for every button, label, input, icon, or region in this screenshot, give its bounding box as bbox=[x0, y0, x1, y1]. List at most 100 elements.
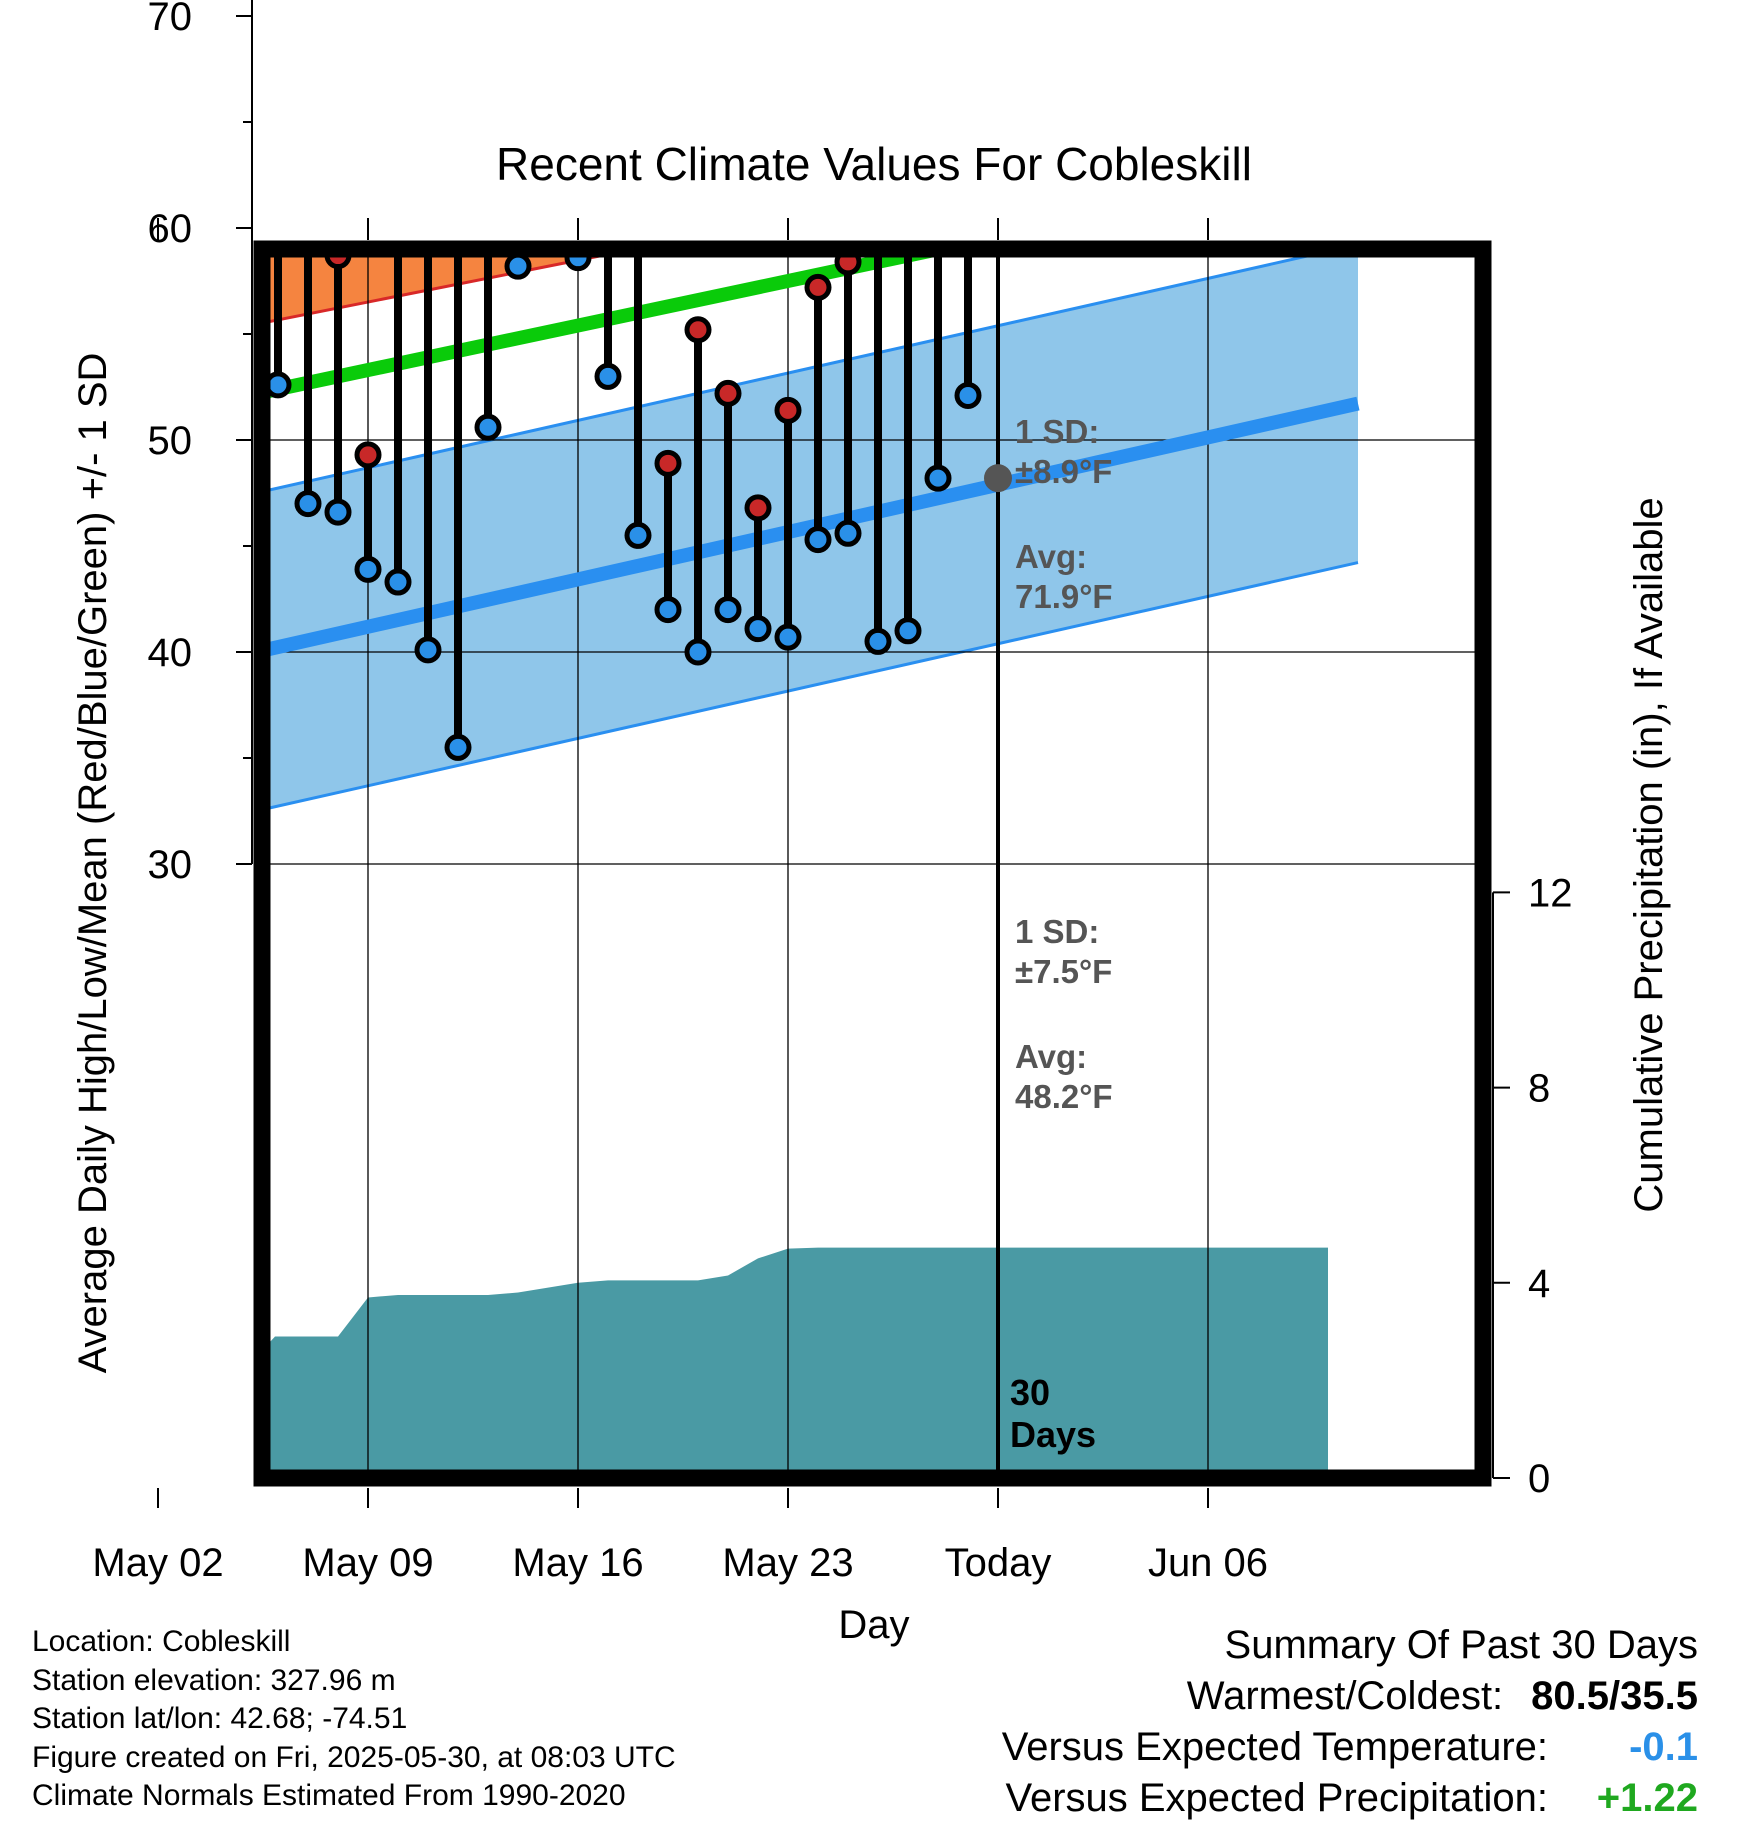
daily-low-point bbox=[294, 490, 322, 518]
summary-title: Summary Of Past 30 Days bbox=[1224, 1623, 1698, 1667]
daily-low-point bbox=[324, 498, 352, 526]
y-tick-label-60: 60 bbox=[148, 207, 193, 251]
daily-high-point bbox=[177, 107, 199, 129]
chart-title: Recent Climate Values For Cobleskill bbox=[496, 138, 1252, 190]
plot-frame bbox=[253, 240, 1492, 1487]
high-sd-label: 1 SD: bbox=[1015, 413, 1099, 450]
high-avg-value: 71.9°F bbox=[1015, 578, 1113, 615]
daily-low-point bbox=[864, 627, 892, 655]
daily-high-point bbox=[507, 100, 529, 122]
precip-area bbox=[268, 1247, 1328, 1472]
daily-low-point bbox=[268, 371, 292, 399]
daily-low-point bbox=[414, 636, 442, 664]
daily-high-point bbox=[834, 255, 862, 276]
daily-low-point bbox=[564, 255, 592, 272]
daily-high-point bbox=[387, 126, 409, 148]
daily-high-point bbox=[297, 204, 319, 226]
daily-high-point bbox=[804, 273, 832, 301]
y-right-tick-label-4: 4 bbox=[1528, 1262, 1550, 1306]
normal-low-upper-edge bbox=[268, 255, 1319, 492]
normal-low-lower-edge bbox=[268, 561, 1359, 810]
low-sd-value: ±7.5°F bbox=[1015, 953, 1112, 990]
daily-low-point bbox=[624, 521, 652, 549]
x-tick-label-17: May 16 bbox=[512, 1541, 643, 1585]
normal-mean-line bbox=[268, 255, 945, 399]
temp-label: Versus Expected Temperature: bbox=[1001, 1725, 1548, 1769]
daily-low-point bbox=[594, 362, 622, 390]
daily-high-point bbox=[774, 396, 802, 424]
x-tick-label-38: Jun 06 bbox=[1148, 1541, 1268, 1585]
daily-high-point bbox=[87, 117, 109, 139]
daily-low-point bbox=[117, 688, 139, 710]
location-text: Location: Cobleskill bbox=[32, 1625, 291, 1658]
y-right-tick-label-8: 8 bbox=[1528, 1067, 1550, 1111]
high-sd-value: ±8.9°F bbox=[1015, 453, 1112, 490]
daily-high-point bbox=[267, 16, 289, 38]
daily-low-point bbox=[384, 568, 412, 596]
station-info: Location: Cobleskill Station elevation: … bbox=[32, 1623, 676, 1816]
temp-value: -0.1 bbox=[1629, 1725, 1698, 1769]
daily-low-point bbox=[954, 381, 982, 409]
daily-low-point bbox=[804, 526, 832, 554]
created-text: Figure created on Fri, 2025-05-30, at 08… bbox=[32, 1740, 676, 1774]
normal-high-band bbox=[268, 255, 605, 322]
precip-label: Versus Expected Precipitation: bbox=[1005, 1776, 1548, 1820]
today-days-word: Days bbox=[1010, 1414, 1096, 1455]
summary-warmest-row: Warmest/Coldest: 80.5/35.5 bbox=[1002, 1671, 1698, 1722]
x-tick-label-10: May 09 bbox=[302, 1541, 433, 1585]
warmest-value: 80.5/35.5 bbox=[1531, 1674, 1698, 1718]
high-avg-label: Avg: bbox=[1015, 538, 1087, 575]
daily-low-point bbox=[774, 623, 802, 651]
daily-high-point bbox=[654, 449, 682, 477]
normals-text: Climate Normals Estimated From 1990-2020 bbox=[32, 1779, 626, 1812]
daily-low-point bbox=[684, 638, 712, 666]
x-axis-label: Day bbox=[838, 1603, 909, 1647]
low-avg-label: Avg: bbox=[1015, 1038, 1087, 1075]
daily-low-point bbox=[744, 615, 772, 643]
y-axis-label: Average Daily High/Low/Mean (Red/Blue/Gr… bbox=[71, 353, 115, 1374]
y-tick-label-50: 50 bbox=[148, 419, 193, 463]
summary-panel: Summary Of Past 30 Days Warmest/Coldest:… bbox=[1002, 1620, 1698, 1824]
x-tick-label-31: Today bbox=[945, 1541, 1052, 1585]
low-sd-label: 1 SD: bbox=[1015, 913, 1099, 950]
latlon-text: Station lat/lon: 42.68; -74.51 bbox=[32, 1702, 408, 1735]
daily-high-point bbox=[867, 64, 889, 86]
y-right-tick-label-0: 0 bbox=[1528, 1457, 1550, 1501]
daily-high-point bbox=[744, 494, 772, 522]
y-tick-label-70: 70 bbox=[148, 0, 193, 39]
daily-low-point bbox=[354, 555, 382, 583]
daily-low-point bbox=[147, 359, 169, 381]
daily-low-point bbox=[654, 596, 682, 624]
elevation-text: Station elevation: 327.96 m bbox=[32, 1663, 396, 1697]
daily-high-point bbox=[354, 441, 382, 469]
y-right-tick-label-12: 12 bbox=[1528, 871, 1573, 915]
daily-high-point bbox=[417, 147, 439, 169]
today-days-number: 30 bbox=[1010, 1372, 1050, 1413]
daily-low-point bbox=[714, 596, 742, 624]
daily-low-point bbox=[834, 519, 862, 547]
daily-high-point bbox=[714, 379, 742, 407]
y-axis-label-right: Cumulative Precipitation (in), If Availa… bbox=[1627, 497, 1671, 1212]
y-tick-label-30: 30 bbox=[148, 843, 193, 887]
daily-low-point bbox=[444, 733, 472, 761]
daily-low-point bbox=[504, 255, 532, 280]
plot-area bbox=[87, 16, 1477, 1472]
x-tick-label-3: May 02 bbox=[92, 1541, 223, 1585]
low-avg-value: 48.2°F bbox=[1015, 1078, 1113, 1115]
x-tick-label-24: May 23 bbox=[722, 1541, 853, 1585]
daily-high-point bbox=[684, 316, 712, 344]
daily-low-point bbox=[207, 406, 229, 428]
daily-low-point bbox=[177, 372, 199, 394]
summary-temp-row: Versus Expected Temperature: -0.1 bbox=[1002, 1722, 1698, 1773]
normal-low-line bbox=[268, 396, 1360, 657]
precip-value: +1.22 bbox=[1596, 1776, 1698, 1820]
y-tick-label-40: 40 bbox=[148, 631, 193, 675]
daily-low-point bbox=[924, 464, 952, 492]
warmest-label: Warmest/Coldest: bbox=[1186, 1674, 1504, 1718]
daily-high-point bbox=[207, 298, 229, 320]
today-low-avg-dot bbox=[984, 464, 1012, 493]
daily-low-point bbox=[474, 413, 502, 441]
daily-low-point bbox=[894, 617, 922, 645]
daily-high-point bbox=[957, 77, 979, 99]
